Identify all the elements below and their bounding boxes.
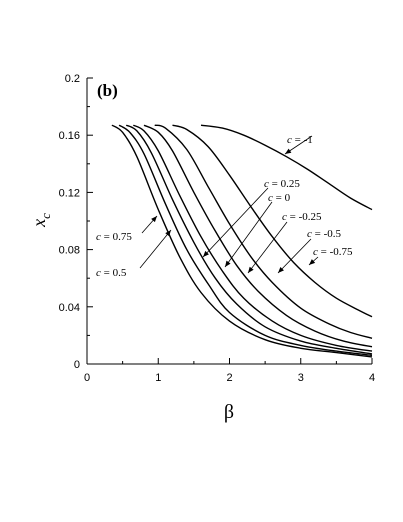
annotation-arrow xyxy=(202,187,269,258)
series-curve xyxy=(154,124,373,339)
series-curve xyxy=(132,124,373,352)
annotation-arrowhead xyxy=(248,266,254,273)
x-tick-label: 1 xyxy=(155,372,161,384)
annotation-arrowhead xyxy=(165,230,171,237)
annotation-arrow xyxy=(139,229,172,269)
series-curve xyxy=(200,124,373,211)
y-tick-label: 0.08 xyxy=(59,245,80,257)
y-tick-label: 0.16 xyxy=(59,130,80,142)
series-curve xyxy=(118,124,373,357)
annotation-arrowhead xyxy=(285,148,292,154)
x-tick-label: 3 xyxy=(298,372,304,384)
y-axis-title-sub: c xyxy=(38,213,53,219)
y-tick-label: 0.04 xyxy=(59,302,80,314)
annotation-arrowhead xyxy=(203,250,209,257)
curves xyxy=(111,124,373,358)
annotation-arrowhead xyxy=(151,216,157,223)
annotation-arrowhead xyxy=(309,259,316,265)
series-curve xyxy=(125,124,373,355)
annotations: c = -1 c = 0.25 c = 0 c = -0.25 c = -0.5 c = … xyxy=(96,134,353,279)
series-curve xyxy=(172,124,373,318)
axes: 0 1 2 3 4 0 0.04 0.08 0.12 0.16 0.2 xyxy=(59,73,375,384)
annotation-arrowhead xyxy=(278,266,284,273)
curve-annotation-label: c = -1 xyxy=(287,134,313,146)
curve-annotation-label: c = 0 xyxy=(268,192,291,204)
curve-annotation-label: c = -0.25 xyxy=(282,211,322,223)
annotation-arrow xyxy=(224,201,273,268)
x-tick-label: 2 xyxy=(226,372,232,384)
annotation-arrowhead xyxy=(225,260,231,267)
x-tick-label: 4 xyxy=(369,372,375,384)
curve-annotation-label: c = 0.5 xyxy=(96,267,127,279)
x-axis-title: β xyxy=(224,401,234,423)
y-tick-label: 0.12 xyxy=(59,187,80,199)
series-curve xyxy=(111,124,373,358)
y-axis-title: xc xyxy=(29,213,53,228)
annotation-arrow xyxy=(277,238,312,274)
series-curve xyxy=(143,124,373,348)
y-axis-title-main: x xyxy=(29,219,49,228)
curve-annotation-label: c = -0.5 xyxy=(307,228,342,240)
curve-annotation-label: c = 0.25 xyxy=(264,178,300,190)
curve-annotation-label: c = -0.75 xyxy=(313,246,353,258)
x-tick-label: 0 xyxy=(84,372,90,384)
panel-label: (b) xyxy=(97,81,118,100)
y-tick-label: 0 xyxy=(74,359,80,371)
annotation-arrow xyxy=(247,221,288,274)
curve-annotation-label: c = 0.75 xyxy=(96,231,132,243)
y-tick-label: 0.2 xyxy=(65,73,80,85)
